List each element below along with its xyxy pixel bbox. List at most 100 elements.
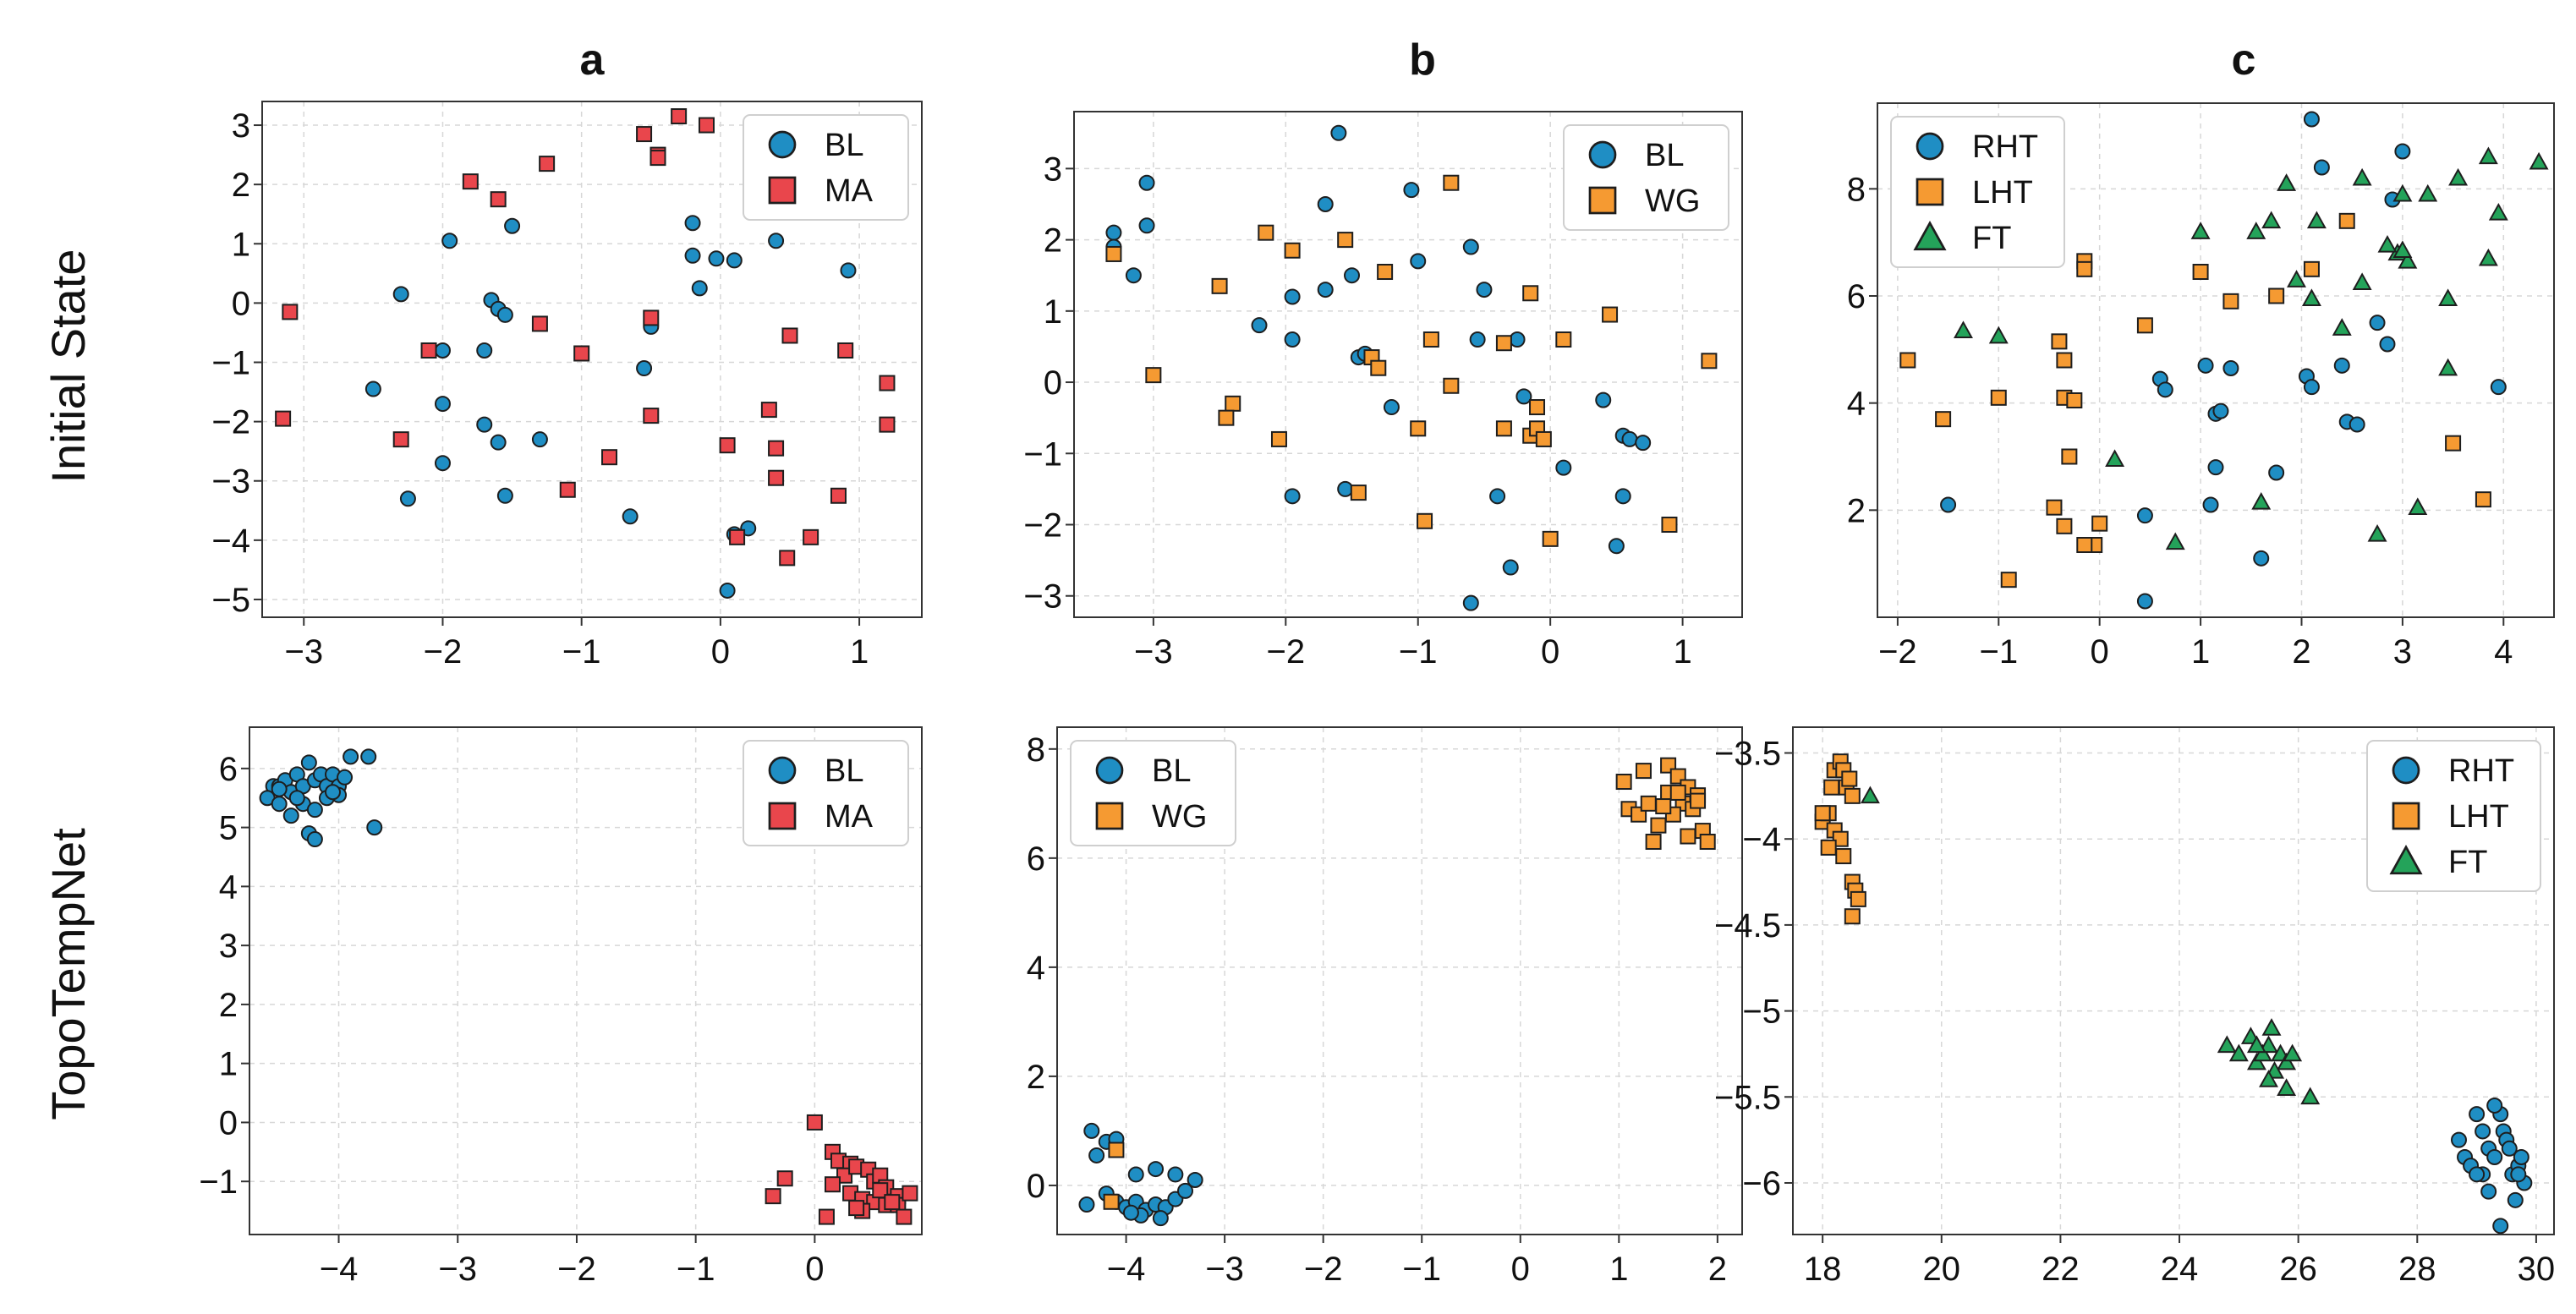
data-point-wg [1669, 784, 1686, 801]
data-point-bl [1502, 559, 1519, 576]
data-point-bl [1515, 388, 1532, 405]
legend-marker-ma [768, 176, 797, 205]
legend-label-ma: MA [825, 173, 874, 209]
x-tick-label: −3 [284, 633, 323, 671]
column-title-c: c [2232, 36, 2256, 85]
data-point-rht [2333, 357, 2350, 374]
data-point-bl [1635, 435, 1652, 452]
data-point-wg [1522, 285, 1539, 302]
data-point-wg [1410, 420, 1427, 437]
data-point-lht [2268, 287, 2285, 304]
plot-frame [1877, 102, 2555, 618]
legend-label-ft: FT [1972, 221, 2011, 256]
data-point-ft [2246, 1035, 2266, 1054]
y-tick-label: 0 [219, 1104, 238, 1142]
data-point-ma [837, 342, 854, 359]
data-point-bl [366, 819, 383, 836]
data-point-bl [1152, 1210, 1169, 1227]
data-point-bl [434, 342, 451, 359]
data-point-bl [1614, 488, 1631, 505]
data-point-wg [1108, 1142, 1125, 1158]
data-point-bl [691, 280, 708, 297]
data-point-bl [1476, 282, 1493, 298]
y-tick-label: −4 [1742, 821, 1781, 858]
column-title-b: b [1409, 36, 1436, 85]
legend: BL WG [1563, 124, 1729, 231]
y-tick-label: 3 [219, 928, 238, 965]
data-point-bl [343, 748, 359, 765]
data-point-rht [2136, 593, 2153, 610]
data-point-wg [1535, 430, 1552, 447]
data-point-bl [840, 262, 857, 279]
data-point-ma [781, 327, 798, 344]
data-point-lht [1990, 389, 2007, 406]
data-point-bl [1383, 399, 1400, 416]
data-point-wg [1443, 377, 1460, 394]
legend-marker-wg [1588, 186, 1617, 215]
data-point-rht [2136, 507, 2153, 524]
data-point-rht [2394, 143, 2411, 160]
data-point-bl [1122, 1204, 1139, 1221]
data-point-ft [2398, 250, 2418, 269]
data-point-bl [1284, 488, 1301, 505]
column-title-a: a [580, 36, 606, 85]
x-tick-label: 28 [2398, 1251, 2436, 1288]
x-tick-label: −1 [1402, 1251, 1441, 1288]
data-point-ft [2190, 222, 2211, 239]
data-point-rht [2202, 496, 2219, 513]
data-point-ft [2300, 1087, 2321, 1105]
plot-frame [249, 726, 923, 1235]
data-point-bl [1167, 1166, 1184, 1183]
data-point-bl [1403, 182, 1420, 199]
data-point-lht [1850, 890, 1866, 907]
y-tick-label: 0 [1027, 1168, 1045, 1205]
y-tick-label: 6 [1027, 840, 1045, 878]
data-point-ma [872, 1182, 889, 1199]
data-point-wg [1615, 774, 1632, 791]
legend-marker-lht [2392, 802, 2420, 830]
data-point-bl [726, 252, 743, 269]
data-point-ma [636, 126, 653, 143]
data-point-bl [1088, 1147, 1105, 1163]
data-point-ft [2392, 240, 2413, 258]
legend-label-lht: LHT [2448, 799, 2509, 835]
legend-label-lht: LHT [1972, 175, 2033, 211]
y-tick-label: 0 [232, 285, 250, 322]
y-tick-label: 4 [219, 868, 238, 906]
data-point-ft [2408, 497, 2428, 515]
data-point-lht [2051, 333, 2068, 350]
y-tick-label: 2 [232, 167, 250, 204]
data-point-bl [1621, 430, 1638, 447]
data-point-ft [2478, 248, 2498, 266]
data-point-ft [2352, 167, 2372, 186]
x-tick-label: 24 [2161, 1251, 2199, 1288]
data-point-ft [2261, 211, 2282, 229]
x-tick-label: 1 [850, 633, 869, 671]
y-tick-label: 4 [1027, 950, 1045, 987]
x-tick-label: −1 [562, 633, 601, 671]
data-point-bl [1187, 1171, 1203, 1188]
data-point-bl [622, 508, 639, 525]
data-point-wg [1417, 512, 1433, 529]
data-point-bl [636, 360, 653, 377]
data-point-ft [2261, 1018, 2282, 1036]
data-point-ft [2438, 358, 2458, 376]
data-point-rht [2253, 550, 2270, 567]
data-point-wg [1284, 242, 1301, 259]
data-point-ma [559, 481, 576, 498]
y-tick-label: 1 [1044, 293, 1062, 331]
data-point-ma [275, 410, 292, 427]
data-point-lht [2222, 293, 2239, 309]
data-point-bl [531, 431, 548, 448]
data-point-rht [2379, 336, 2396, 353]
legend-label-wg: WG [1152, 799, 1207, 835]
data-point-ma [884, 1194, 901, 1211]
y-tick-label: 8 [1027, 731, 1045, 769]
data-point-wg [1635, 763, 1652, 780]
x-tick-label: 2 [1708, 1251, 1727, 1288]
data-point-ma [462, 173, 479, 190]
y-tick-label: 6 [219, 751, 238, 788]
legend: BL WG [1070, 740, 1236, 846]
data-point-bl [271, 780, 288, 797]
data-point-lht [2000, 572, 2017, 589]
